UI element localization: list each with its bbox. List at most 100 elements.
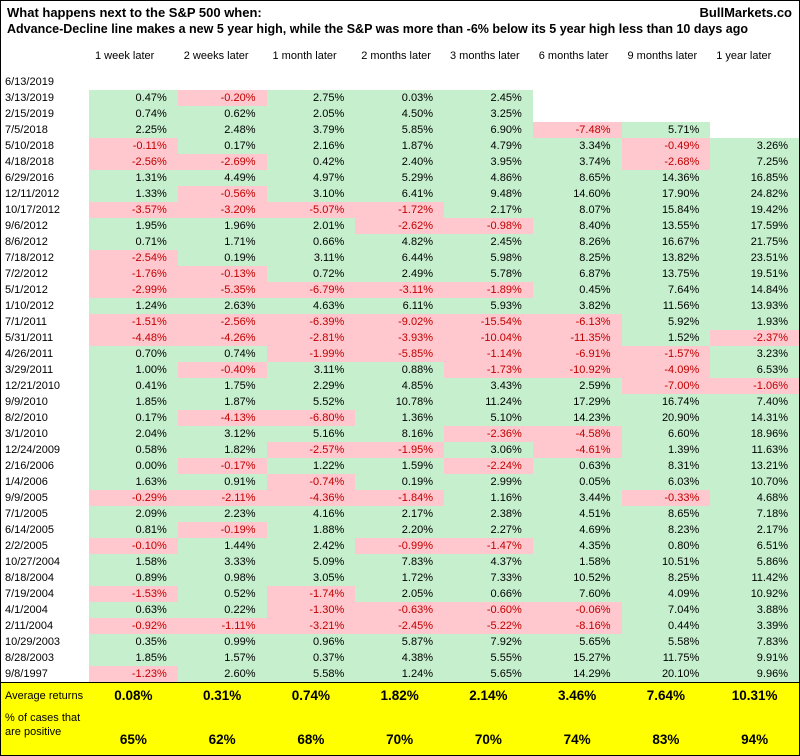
date-cell: 4/1/2004: [5, 604, 48, 616]
return-cell: 8.16%: [355, 426, 444, 442]
table-row: 1/10/2012 1.24% 2.63% 4.63% 6.11% 5.93% 3.82% 1…: [1, 298, 799, 314]
return-cell: 5.78%: [444, 266, 533, 282]
return-cell: 0.70%: [89, 346, 178, 362]
column-header-3-months: 3 months later: [450, 50, 520, 62]
return-cell: 2.59%: [532, 378, 622, 394]
return-cell: -3.93%: [355, 330, 444, 346]
return-cell: 2.20%: [355, 522, 444, 538]
return-cell: -3.11%: [355, 282, 444, 298]
date-cell: 8/18/2004: [5, 572, 54, 584]
table-row: 7/19/2004 -1.53% 0.52% -1.74% 2.05% 0.66% 7.60…: [1, 586, 799, 602]
return-cell: 4.69%: [532, 522, 622, 538]
table-row: 3/13/2019 0.47% -0.20% 2.75% 0.03% 2.45%: [1, 90, 799, 106]
summary-value: 74%: [563, 732, 591, 747]
return-cell: -1.06%: [710, 378, 799, 394]
return-cell: -0.20%: [177, 90, 267, 106]
return-cell: 4.38%: [355, 650, 444, 666]
return-cell: -5.35%: [177, 282, 267, 298]
return-cell: 2.27%: [444, 522, 533, 538]
return-cell: 2.05%: [266, 106, 356, 122]
return-cell: 2.49%: [355, 266, 444, 282]
return-cell: -2.99%: [89, 282, 178, 298]
return-cell: 1.00%: [89, 362, 178, 378]
return-cell: -1.14%: [444, 346, 533, 362]
return-cell: -2.37%: [710, 330, 799, 346]
return-cell: 10.78%: [355, 394, 444, 410]
return-cell: 2.01%: [266, 218, 356, 234]
return-cell: 3.26%: [710, 138, 799, 154]
table-row: 7/1/2011 -1.51% -2.56% -6.39% -9.02% -15.54% -…: [1, 314, 799, 330]
return-cell: 0.74%: [177, 346, 267, 362]
return-cell: 10.70%: [710, 474, 799, 490]
table-row: 10/27/2004 1.58% 3.33% 5.09% 7.83% 4.37% 1.58%…: [1, 554, 799, 570]
date-cell: 2/11/2004: [5, 620, 54, 632]
return-cell: 23.51%: [710, 250, 799, 266]
summary-label: % of cases that are positive: [5, 712, 81, 738]
date-cell: 7/1/2011: [5, 316, 48, 328]
return-cell: 14.84%: [710, 282, 799, 298]
return-cell: 8.23%: [621, 522, 711, 538]
return-cell: -5.22%: [444, 618, 533, 634]
return-cell: 1.39%: [621, 442, 711, 458]
return-cell: 14.23%: [532, 410, 622, 426]
return-cell: 4.63%: [266, 298, 356, 314]
return-cell: 6.87%: [532, 266, 622, 282]
summary-value: 7.64%: [646, 688, 686, 703]
return-cell: 5.92%: [621, 314, 711, 330]
return-cell: 1.82%: [177, 442, 267, 458]
date-cell: 12/21/2010: [5, 380, 61, 392]
return-cell: 0.42%: [266, 154, 356, 170]
return-cell: 5.65%: [444, 666, 533, 682]
return-cell: 5.98%: [444, 250, 533, 266]
return-cell: -10.92%: [532, 362, 622, 378]
return-cell: -4.58%: [532, 426, 622, 442]
return-cell: -2.36%: [444, 426, 533, 442]
return-cell: 8.31%: [621, 458, 711, 474]
column-header-9-months: 9 months later: [627, 50, 698, 62]
return-cell: 16.74%: [621, 394, 711, 410]
return-cell: 6.90%: [444, 122, 533, 138]
return-cell: 0.63%: [89, 602, 178, 618]
return-cell: 0.45%: [532, 282, 622, 298]
summary-value: 0.74%: [291, 688, 331, 703]
summary-value: 65%: [119, 732, 147, 747]
return-cell: -1.74%: [266, 586, 356, 602]
return-cell: 1.33%: [89, 186, 178, 202]
date-cell: 8/28/2003: [5, 652, 54, 664]
return-cell: -0.29%: [89, 490, 178, 506]
return-cell: 4.50%: [355, 106, 444, 122]
return-cell: 0.63%: [532, 458, 622, 474]
return-cell: 24.82%: [710, 186, 799, 202]
subtitle: Advance-Decline line makes a new 5 year …: [7, 22, 749, 36]
table-row: 12/24/2009 0.58% 1.82% -2.57% -1.95% 3.06% -4.…: [1, 442, 799, 458]
return-cell: -2.24%: [444, 458, 533, 474]
date-cell: 10/17/2012: [5, 204, 61, 216]
return-cell: 1.16%: [444, 490, 533, 506]
return-cell: 1.85%: [89, 650, 178, 666]
return-cell: -1.53%: [89, 586, 178, 602]
return-cell: 3.43%: [444, 378, 533, 394]
column-header-row: 1 week later 2 weeks later 1 month later…: [1, 47, 799, 74]
return-cell: 2.16%: [266, 138, 356, 154]
table-body: 6/13/2019 3/13/2019 0.47% -0.20% 2.75% 0.03% 2…: [1, 74, 799, 682]
return-cell: 4.68%: [710, 490, 799, 506]
table-row: 5/1/2012 -2.99% -5.35% -6.79% -3.11% -1.89% 0.…: [1, 282, 799, 298]
return-cell: 2.99%: [444, 474, 533, 490]
return-cell: 16.67%: [621, 234, 711, 250]
return-cell: 0.99%: [177, 634, 267, 650]
return-cell: 2.29%: [266, 378, 356, 394]
return-cell: -0.10%: [89, 538, 178, 554]
table-row: 4/18/2018 -2.56% -2.69% 0.42% 2.40% 3.95% 3.74…: [1, 154, 799, 170]
date-cell: 9/8/1997: [5, 668, 48, 680]
return-cell: [532, 90, 622, 106]
summary-value: 10.31%: [731, 688, 778, 703]
table-row: 7/1/2005 2.09% 2.23% 4.16% 2.17% 2.38% 4.51% 8.…: [1, 506, 799, 522]
summary-value: 83%: [652, 732, 680, 747]
return-cell: 3.44%: [532, 490, 622, 506]
return-cell: 0.80%: [621, 538, 711, 554]
return-cell: -5.85%: [355, 346, 444, 362]
return-cell: 5.71%: [621, 122, 711, 138]
return-cell: -2.56%: [177, 314, 267, 330]
return-cell: 2.60%: [177, 666, 267, 682]
date-cell: 1/10/2012: [5, 300, 54, 312]
